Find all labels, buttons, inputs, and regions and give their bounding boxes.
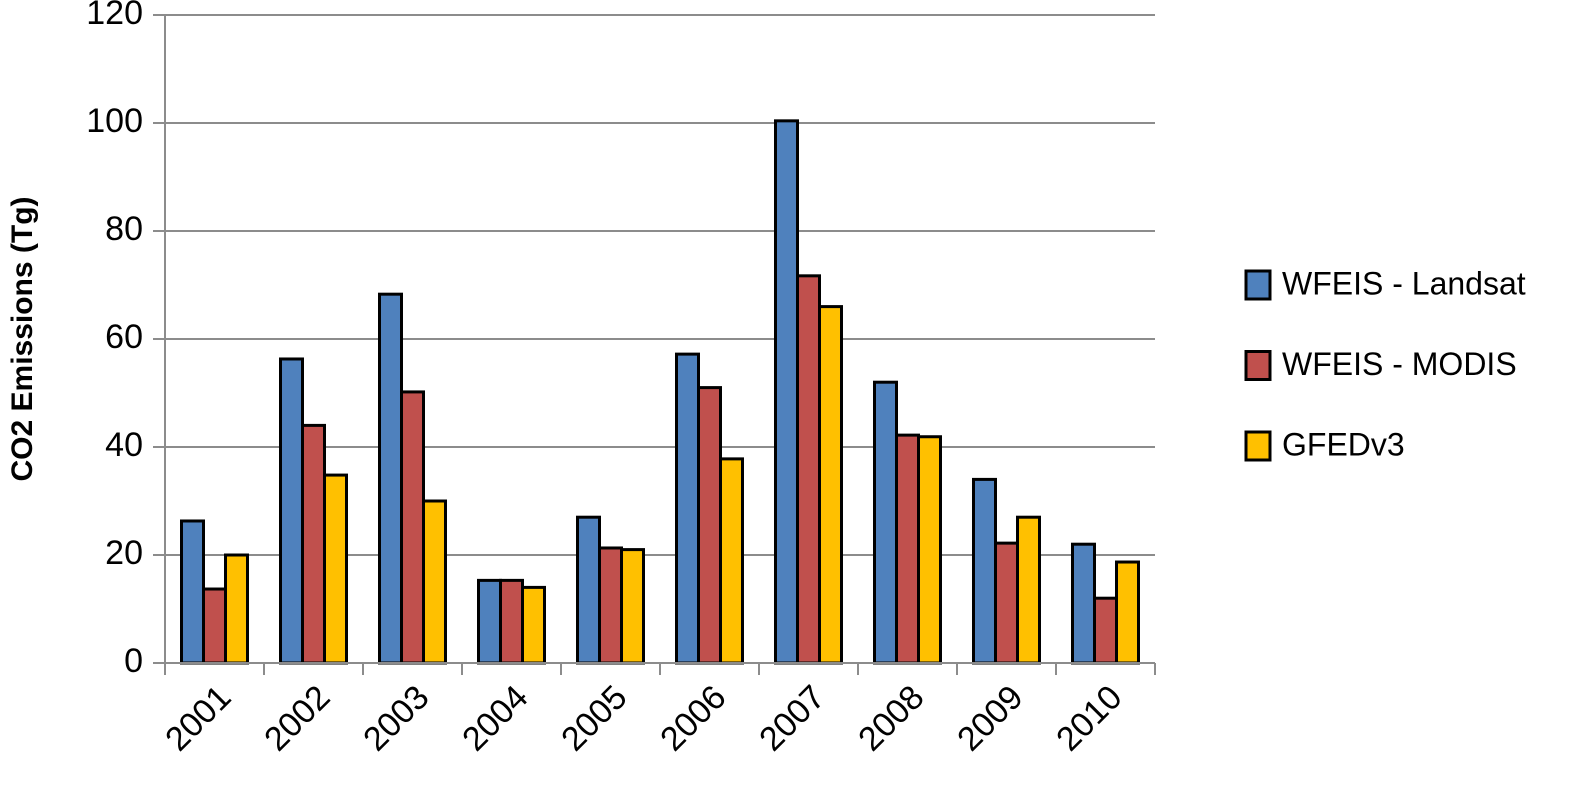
bar [422, 499, 447, 665]
bar [675, 352, 700, 665]
bar [917, 435, 942, 665]
bar [895, 433, 920, 665]
y-tick-label: 20 [105, 534, 143, 572]
bar [323, 473, 348, 665]
x-tick-label: 2009 [950, 678, 1030, 758]
x-tick-label: 2005 [554, 678, 634, 758]
bar [994, 541, 1019, 665]
x-tick-label: 2008 [851, 678, 931, 758]
y-tick-label: 0 [124, 642, 143, 680]
bar [279, 357, 304, 665]
bar [972, 477, 997, 665]
x-tick-label: 2001 [158, 678, 238, 758]
legend-swatch [1244, 430, 1272, 462]
y-tick-label: 80 [105, 210, 143, 248]
y-tick-label: 100 [86, 102, 143, 140]
x-tick-label: 2003 [356, 678, 436, 758]
legend-label: WFEIS - MODIS [1282, 346, 1517, 382]
bar [477, 578, 502, 665]
bar [400, 390, 425, 665]
x-tick-label: 2002 [257, 678, 337, 758]
bar [202, 587, 227, 665]
bar [873, 380, 898, 665]
legend-swatch [1244, 269, 1272, 301]
bar [378, 292, 403, 665]
bar [499, 578, 524, 665]
bar [1093, 596, 1118, 665]
bar [818, 305, 843, 665]
legend-label: WFEIS - Landsat [1282, 265, 1526, 301]
bar [301, 423, 326, 665]
bar [521, 585, 546, 665]
x-tick-label: 2004 [455, 678, 535, 758]
bar [796, 274, 821, 665]
bar [1071, 542, 1096, 665]
x-tick-label: 2006 [653, 678, 733, 758]
bar [697, 386, 722, 665]
bar [620, 548, 645, 665]
y-tick-label: 120 [86, 0, 143, 32]
bar [1115, 560, 1140, 665]
x-tick-label: 2007 [752, 678, 832, 758]
legend-swatch [1244, 350, 1272, 381]
y-tick-label: 60 [105, 318, 143, 356]
y-tick-label: 40 [105, 426, 143, 464]
bar [598, 546, 623, 665]
x-tick-label: 2010 [1049, 678, 1129, 758]
bar [576, 515, 601, 665]
legend-label: GFEDv3 [1282, 426, 1405, 462]
bar [774, 119, 799, 665]
bar [224, 553, 249, 665]
y-axis-label: CO2 Emissions (Tg) [6, 196, 39, 481]
bar [719, 457, 744, 665]
bar [1016, 515, 1041, 665]
bar [180, 519, 205, 665]
